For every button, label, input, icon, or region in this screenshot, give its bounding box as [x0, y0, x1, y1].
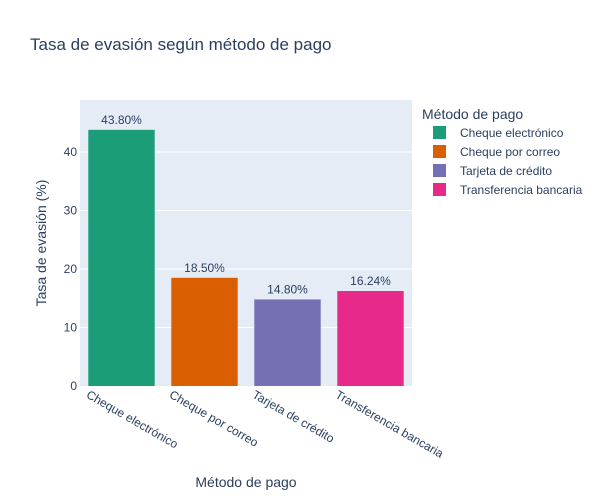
bar: [337, 291, 404, 386]
legend-title: Método de pago: [422, 106, 523, 122]
bar: [254, 299, 321, 386]
y-axis-title: Tasa de evasión (%): [33, 180, 49, 307]
data-label: 14.80%: [267, 282, 308, 296]
legend-label: Cheque por correo: [460, 145, 560, 159]
legend-swatch: [433, 164, 446, 177]
bar: [88, 129, 155, 386]
x-tick-label: Cheque electrónico: [84, 387, 181, 451]
bar: [171, 277, 238, 386]
y-tick-labels: 0 10 20 30 40: [64, 145, 78, 393]
legend: Método de pago Cheque electrónico Cheque …: [422, 106, 583, 197]
legend-label: Cheque electrónico: [460, 126, 564, 140]
y-tick-label: 30: [64, 204, 78, 218]
legend-swatch: [433, 126, 446, 139]
data-label: 43.80%: [101, 113, 142, 127]
x-tick-label: Cheque por correo: [167, 387, 261, 449]
x-tick-label: Tarjeta de crédito: [250, 387, 337, 445]
x-axis-title: Método de pago: [195, 474, 296, 490]
y-tick-label: 40: [64, 145, 78, 159]
chart-title: Tasa de evasión según método de pago: [30, 35, 332, 54]
data-label: 18.50%: [184, 261, 225, 275]
legend-swatch: [433, 183, 446, 196]
bars: [88, 129, 404, 386]
y-tick-label: 10: [64, 321, 78, 335]
legend-label: Transferencia bancaria: [460, 183, 583, 197]
legend-label: Tarjeta de crédito: [460, 164, 552, 178]
data-label: 16.24%: [350, 274, 391, 288]
data-labels: 43.80% 18.50% 14.80% 16.24%: [101, 113, 391, 297]
legend-swatch: [433, 145, 446, 158]
y-tick-label: 20: [64, 262, 78, 276]
y-tick-label: 0: [70, 379, 77, 393]
x-tick-label: Transferencia bancaria: [333, 387, 446, 460]
